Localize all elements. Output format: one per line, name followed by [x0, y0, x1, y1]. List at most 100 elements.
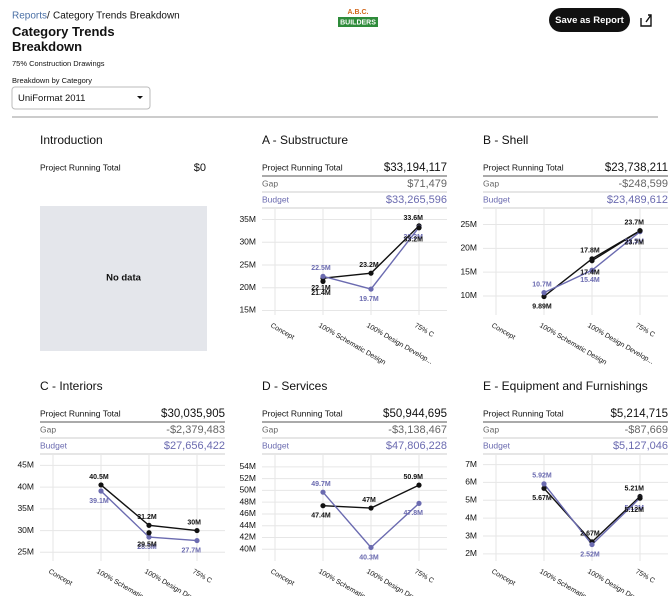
share-icon[interactable] [640, 14, 652, 27]
empty-box [40, 206, 207, 351]
point [589, 541, 595, 548]
filter-label: Breakdown by Category [12, 76, 92, 85]
value-label: 40.3M [359, 554, 379, 561]
value-label: 33.3M [404, 234, 424, 241]
y-tick-label: 40M [17, 481, 34, 491]
summary-value: $30,035,905 [161, 408, 225, 420]
summary-value: $23,738,211 [605, 162, 668, 174]
y-tick-label: 20M [239, 282, 256, 292]
value-label: 2.52M [580, 551, 600, 558]
point [416, 225, 422, 231]
value-label: 30M [187, 519, 201, 526]
logo-bottom: BUILDERS [340, 19, 376, 26]
x-tick-label: 75% C [413, 568, 435, 585]
y-tick-label: 45M [17, 460, 34, 470]
value-label: 17.8M [580, 248, 600, 255]
value-label: 5.13M [625, 505, 645, 512]
summary-label: Project Running Total [262, 162, 343, 172]
y-tick-label: 42M [239, 532, 256, 542]
x-tick-label: 75% C [413, 322, 435, 339]
y-tick-label: 4M [465, 512, 477, 522]
breadcrumb-current: Category Trends Breakdown [53, 11, 180, 22]
value-label: 5.92M [532, 473, 552, 480]
summary-value: $71,479 [407, 178, 447, 190]
x-tick-label: 75% C [191, 568, 213, 585]
y-tick-label: 15M [460, 266, 477, 276]
breadcrumb-link[interactable]: Reports [12, 11, 47, 22]
value-label: 28.5M [137, 544, 157, 551]
point [637, 495, 643, 501]
breadcrumb-separator: / [47, 11, 50, 22]
card-title: B - Shell [483, 133, 528, 147]
summary-label: Budget [483, 194, 511, 204]
value-label: 33.2M [404, 237, 424, 244]
point [146, 522, 152, 528]
y-tick-label: 50M [239, 485, 256, 495]
summary-value: -$87,669 [625, 424, 668, 436]
point [541, 290, 547, 296]
value-label: 17.4M [580, 270, 600, 277]
point [541, 481, 547, 487]
y-tick-label: 15M [239, 305, 256, 315]
x-tick-label: 75% C [634, 568, 656, 585]
point [416, 500, 422, 506]
card-title: A - Substructure [262, 133, 348, 147]
summary-label: Project Running Total [40, 408, 121, 418]
value-label: 49.7M [311, 481, 331, 488]
point [146, 530, 152, 536]
summary-label: Project Running Total [483, 162, 564, 172]
value-label: 23.2M [359, 262, 379, 269]
page-title: Category Trends Breakdown [12, 24, 115, 54]
point [368, 286, 374, 292]
summary-value: $50,944,695 [383, 408, 447, 420]
point [98, 488, 104, 494]
y-tick-label: 2M [465, 548, 477, 558]
y-tick-label: 7M [465, 459, 477, 469]
value-label: 22.5M [311, 265, 331, 272]
summary-label: Gap [40, 424, 56, 434]
summary-label: Project Running Total [40, 162, 121, 172]
y-tick-label: 44M [239, 520, 256, 530]
value-label: 47.8M [404, 510, 424, 517]
summary-value: $33,265,596 [386, 194, 447, 206]
dropdown[interactable] [11, 86, 151, 110]
card-title: Introduction [40, 133, 103, 147]
summary-label: Gap [262, 424, 278, 434]
point [320, 273, 326, 279]
point [194, 537, 200, 544]
summary-value: $27,656,422 [164, 440, 225, 452]
value-label: 29.5M [137, 542, 157, 549]
point [589, 258, 595, 264]
save-button[interactable] [549, 8, 630, 32]
y-tick-label: 30M [239, 237, 256, 247]
y-tick-label: 35M [239, 214, 256, 224]
point [368, 544, 374, 551]
value-label: 23.7M [625, 220, 645, 227]
point [320, 489, 326, 495]
summary-value: -$2,379,483 [166, 424, 225, 436]
value-label: 23.7M [625, 240, 645, 247]
value-label: 47.4M [311, 513, 331, 520]
value-label: 2.67M [580, 531, 600, 538]
summary-label: Project Running Total [483, 408, 564, 418]
y-tick-label: 20M [460, 243, 477, 253]
summary-value: $5,127,046 [613, 440, 668, 452]
value-label: 5.67M [532, 495, 552, 502]
value-label: 27.7M [182, 547, 202, 554]
value-label: 5.21M [625, 485, 645, 492]
summary-value: $47,806,228 [386, 440, 447, 452]
value-label: 33.6M [404, 215, 424, 222]
card-title: E - Equipment and Furnishings [483, 379, 648, 393]
value-label: 9.89M [532, 303, 552, 310]
save-button-label[interactable]: Save as Report [555, 15, 624, 26]
summary-value: $33,194,117 [384, 162, 447, 174]
y-tick-label: 30M [17, 525, 34, 535]
summary-label: Budget [483, 440, 511, 450]
y-tick-label: 25M [17, 547, 34, 557]
y-tick-label: 52M [239, 473, 256, 483]
dropdown-value[interactable]: UniFormat 2011 [18, 93, 85, 104]
point [541, 485, 547, 491]
value-label: 50.9M [404, 474, 424, 481]
point [368, 505, 374, 511]
